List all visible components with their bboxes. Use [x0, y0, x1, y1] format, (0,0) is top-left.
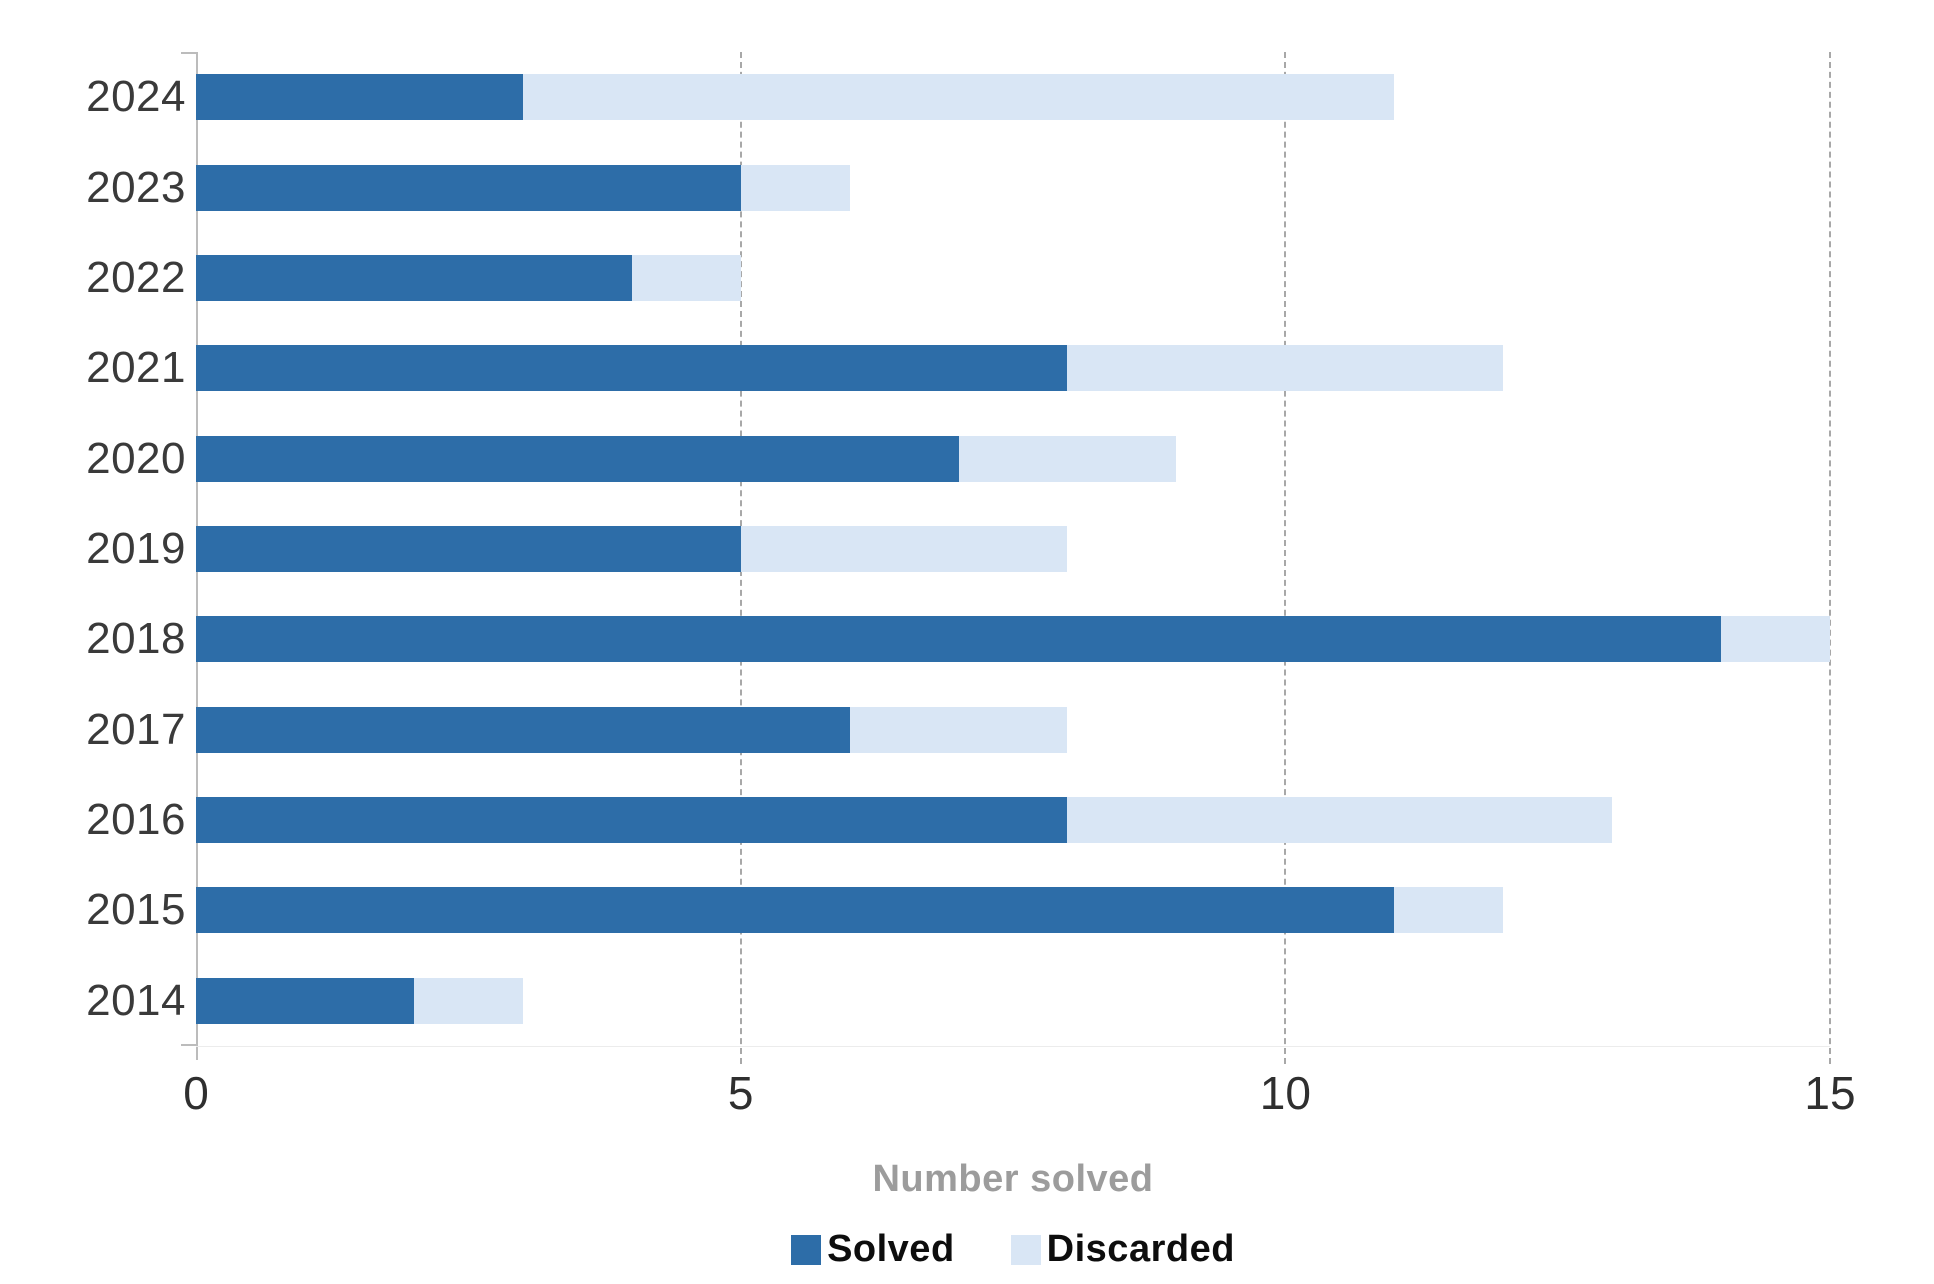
bar-row-2014 [196, 977, 523, 1024]
y-axis-bottom-tick [181, 1044, 196, 1046]
discarded-swatch-icon [1010, 1234, 1041, 1265]
solved-segment-2015 [196, 887, 1395, 934]
solved-segment-2022 [196, 254, 632, 301]
legend-item-discarded: Discarded [1010, 1228, 1235, 1271]
solved-segment-2021 [196, 345, 1068, 392]
x-tick-label-0: 0 [183, 1067, 209, 1119]
discarded-segment-2019 [740, 526, 1068, 572]
legend: Solved Discarded [196, 1228, 1830, 1271]
discarded-segment-2017 [849, 706, 1068, 753]
discarded-segment-2014 [413, 977, 523, 1024]
y-label-2024: 2024 [86, 72, 186, 122]
x-tick-label-10: 10 [1259, 1067, 1311, 1119]
bar-row-2024 [196, 74, 1395, 121]
bar-row-2016 [196, 797, 1613, 844]
y-label-2018: 2018 [86, 614, 186, 664]
plot-area [196, 52, 1831, 1064]
y-label-2022: 2022 [86, 252, 186, 302]
discarded-segment-2022 [631, 254, 741, 301]
legend-label-discarded: Discarded [1046, 1228, 1235, 1270]
discarded-segment-2021 [1067, 345, 1504, 392]
y-label-2016: 2016 [86, 795, 186, 845]
x-tick-label-15: 15 [1804, 1067, 1856, 1119]
bar-row-2017 [196, 706, 1068, 753]
bar-row-2019 [196, 526, 1068, 572]
discarded-segment-2023 [740, 164, 850, 211]
x-axis-title: Number solved [872, 1158, 1154, 1200]
legend-item-solved: Solved [791, 1228, 955, 1271]
legend-label-solved: Solved [827, 1228, 955, 1270]
bar-row-2021 [196, 345, 1504, 392]
bar-row-2015 [196, 887, 1504, 934]
solved-segment-2017 [196, 706, 850, 753]
y-label-2019: 2019 [86, 524, 186, 573]
discarded-segment-2015 [1394, 887, 1504, 934]
bar-row-2018 [196, 616, 1830, 663]
solved-segment-2018 [196, 616, 1722, 663]
solved-segment-2014 [196, 977, 414, 1024]
discarded-segment-2024 [522, 74, 1395, 121]
gridline-10 [1284, 52, 1287, 1064]
y-label-2015: 2015 [86, 885, 186, 935]
y-label-2017: 2017 [86, 704, 186, 754]
discarded-segment-2020 [958, 435, 1177, 482]
solved-segment-2020 [196, 435, 959, 482]
solved-swatch-icon [791, 1234, 822, 1265]
bar-row-2022 [196, 254, 741, 301]
y-label-2021: 2021 [86, 343, 186, 393]
y-label-2020: 2020 [86, 433, 186, 483]
discarded-segment-2016 [1067, 797, 1613, 844]
y-label-2023: 2023 [86, 162, 186, 212]
solved-segment-2019 [196, 526, 741, 572]
bar-row-2023 [196, 164, 850, 211]
solved-segment-2023 [196, 164, 741, 211]
y-axis-top-tick [181, 52, 196, 54]
y-label-2014: 2014 [86, 975, 186, 1025]
discarded-segment-2018 [1721, 616, 1830, 663]
solved-segment-2024 [196, 74, 523, 121]
x-tick-label-5: 5 [727, 1067, 754, 1119]
gridline-15 [1829, 52, 1831, 1064]
solved-segment-2016 [196, 797, 1068, 844]
bar-row-2020 [196, 435, 1177, 482]
